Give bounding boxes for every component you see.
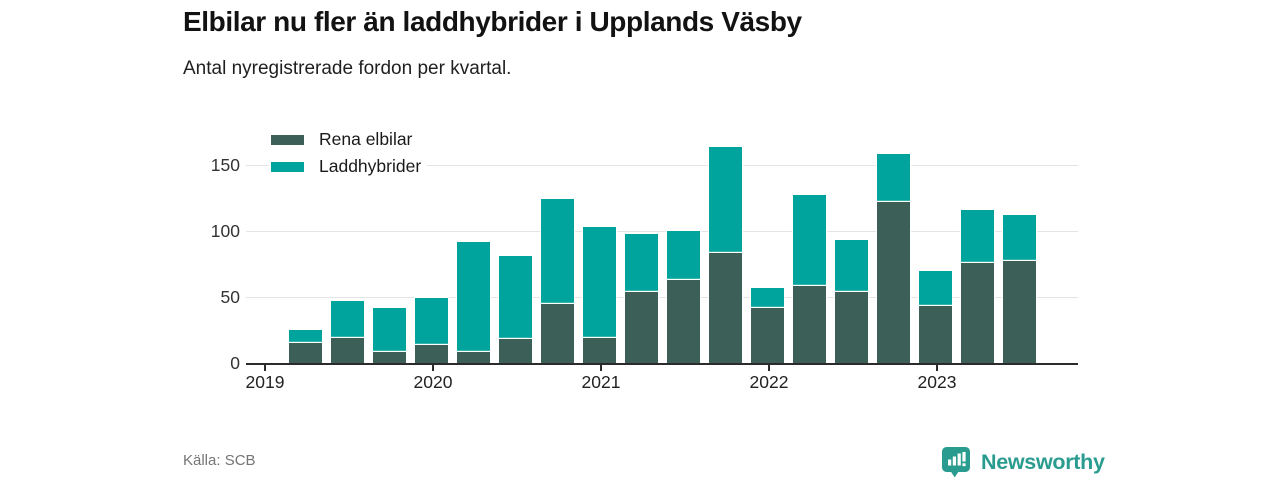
legend-swatch-laddhybrider [271,161,304,172]
x-tick-mark [600,365,602,371]
gridline-100 [246,231,1078,232]
segment-laddhybrider [498,256,532,340]
bar-2020-q3 [498,256,532,363]
bar-2019-q4 [372,307,406,363]
bar-2022-q4 [876,154,910,363]
segment-rena-elbilar [876,201,910,363]
x-tick-label: 2023 [917,372,957,392]
newsworthy-logo: Newsworthy [941,446,1105,478]
segment-laddhybrider [624,233,658,292]
bar-2020-q2 [456,241,490,363]
x-tick-label: 2022 [749,372,789,392]
segment-rena-elbilar [456,352,490,363]
x-axis-labels: 2019 2020 2021 2022 2023 [246,365,1078,396]
x-tick-mark [768,365,770,371]
page-title: Elbilar nu fler än laddhybrider i Upplan… [183,6,802,37]
segment-rena-elbilar [624,291,658,363]
gridline-50 [246,297,1078,298]
bar-2019-q2 [288,330,322,363]
bar-2022-q3 [834,240,868,363]
bar-2020-q4 [540,199,574,363]
chart-subtitle: Antal nyregistrerade fordon per kvartal. [183,58,512,79]
segment-laddhybrider [456,241,490,353]
segment-rena-elbilar [918,306,952,363]
segment-laddhybrider [750,287,784,308]
segment-rena-elbilar [792,286,826,363]
bar-2022-q2 [792,195,826,363]
bar-2021-q2 [624,233,658,363]
bar-2021-q1 [582,227,616,363]
x-tick-label: 2020 [413,372,453,392]
legend-swatch-rena-elbilar [271,134,304,145]
bar-2020-q1 [414,298,448,363]
segment-rena-elbilar [960,262,994,363]
segment-laddhybrider [540,199,574,304]
segment-laddhybrider [960,209,994,263]
segment-rena-elbilar [582,337,616,363]
segment-laddhybrider [330,300,364,338]
legend-item-rena-elbilar: Rena elbilar [269,129,419,150]
y-tick-label: 100 [210,221,240,241]
segment-rena-elbilar [1002,261,1036,363]
segment-rena-elbilar [666,279,700,363]
newsworthy-wordmark: Newsworthy [981,449,1105,474]
bar-2019-q3 [330,300,364,363]
segment-laddhybrider [876,154,910,202]
plot-area [246,140,1078,363]
segment-laddhybrider [582,227,616,338]
segment-laddhybrider [1002,215,1036,262]
segment-rena-elbilar [750,307,784,363]
segment-rena-elbilar [834,291,868,363]
segment-rena-elbilar [540,303,574,363]
segment-laddhybrider [372,307,406,353]
x-tick-mark [264,365,266,371]
bar-2021-q3 [666,231,700,363]
gridline-150 [246,165,1078,166]
x-tick-mark [936,365,938,371]
segment-laddhybrider [288,330,322,344]
bar-2023-q2 [960,209,994,363]
newsworthy-bubble-icon [942,447,970,478]
segment-rena-elbilar [414,344,448,363]
legend-label: Rena elbilar [319,129,413,149]
segment-rena-elbilar [708,253,742,363]
bar-2021-q4 [708,146,742,363]
legend-item-laddhybrider: Laddhybrider [269,156,428,177]
segment-laddhybrider [918,270,952,307]
segment-rena-elbilar [372,352,406,363]
bar-2022-q1 [750,287,784,363]
segment-laddhybrider [708,146,742,254]
legend-label: Laddhybrider [319,156,422,176]
segment-rena-elbilar [330,337,364,363]
segment-laddhybrider [414,298,448,345]
y-tick-label: 0 [230,353,240,373]
x-tick-mark [432,365,434,371]
y-tick-label: 50 [220,287,240,307]
x-tick-label: 2019 [245,372,285,392]
segment-laddhybrider [792,195,826,287]
segment-laddhybrider [834,240,868,292]
segment-rena-elbilar [498,339,532,363]
source-caption: Källa: SCB [183,452,256,469]
x-axis-line [246,363,1078,365]
x-tick-label: 2021 [581,372,621,392]
chart-legend: Rena elbilar Laddhybrider [269,129,428,183]
segment-laddhybrider [666,231,700,280]
y-axis-labels: 0 50 100 150 [178,140,240,373]
bar-2023-q1 [918,270,952,363]
bar-2023-q3 [1002,215,1036,363]
segment-rena-elbilar [288,343,322,363]
y-tick-label: 150 [210,155,240,175]
